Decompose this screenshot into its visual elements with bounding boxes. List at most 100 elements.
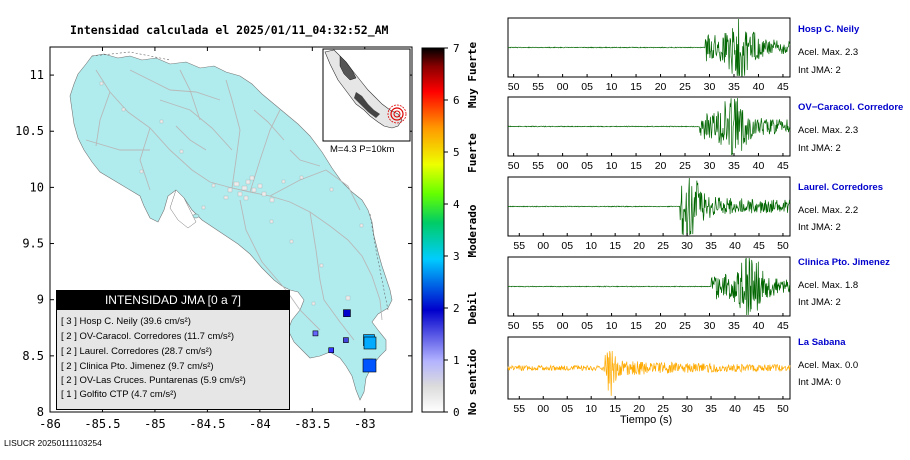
colorbar-category-label: Debil (466, 291, 479, 324)
time-tick-label: 00 (557, 160, 569, 172)
lat-tick-label: 8.5 (22, 349, 44, 363)
colorbar-tick-label: 3 (453, 250, 460, 263)
time-tick-label: 30 (704, 81, 716, 93)
lon-tick-label: -85 (144, 417, 166, 431)
time-tick-label: 30 (681, 403, 693, 415)
lat-tick-label: 10 (30, 180, 44, 194)
time-tick-label: 35 (728, 320, 740, 332)
colorbar-tick-label: 4 (453, 198, 460, 211)
time-tick-label: 20 (655, 160, 667, 172)
time-tick-label: 30 (704, 320, 716, 332)
lat-tick-label: 10.5 (15, 124, 44, 138)
inset-magnitude-label: M=4.3 P=10km (330, 144, 395, 155)
colorbar-tick-label: 6 (453, 94, 460, 107)
time-tick-label: 25 (679, 320, 691, 332)
station-marker (312, 330, 319, 337)
waveform-trace (507, 350, 791, 396)
road-network (85, 69, 383, 341)
station-name: Hosp C. Neily (798, 24, 860, 35)
costa-rica-land (69, 53, 393, 401)
time-tick-label: 55 (532, 81, 544, 93)
station-markers (312, 309, 377, 373)
time-tick-label: 35 (705, 240, 717, 252)
footer-id: LISUCR 20250111103254 (4, 438, 102, 448)
time-tick-label: 50 (777, 403, 789, 415)
legend-row: [ 3 ] Hosp C. Neily (39.6 cm/s²) (61, 316, 191, 327)
time-tick-label: 30 (681, 240, 693, 252)
colorbar-tick-label: 5 (453, 146, 460, 159)
station-marker (363, 336, 377, 350)
station-marker (343, 337, 349, 343)
legend-row: [ 2 ] OV-Caracol. Corredores (11.7 cm/s²… (61, 331, 234, 342)
lat-tick-label: 9.5 (22, 237, 44, 251)
station-jma: Int JMA: 2 (798, 65, 841, 76)
time-tick-label: 15 (630, 81, 642, 93)
colorbar-tick-label: 1 (453, 354, 460, 367)
time-tick-label: 30 (704, 160, 716, 172)
time-tick-label: 20 (633, 240, 645, 252)
station-accel: Acel. Max. 2.3 (798, 125, 859, 136)
colorbar-tick-label: 7 (453, 42, 460, 55)
time-tick-label: 00 (537, 403, 549, 415)
time-tick-label: 35 (728, 81, 740, 93)
waveform-trace (507, 18, 791, 77)
time-tick-label: 45 (753, 240, 765, 252)
time-tick-label: 50 (777, 240, 789, 252)
colorbar-tick-label: 2 (453, 302, 460, 315)
colorbar-category-label: Fuerte (466, 133, 479, 173)
station-accel: Acel. Max. 2.3 (798, 47, 859, 58)
time-tick-label: 35 (728, 160, 740, 172)
time-tick-label: 25 (679, 160, 691, 172)
colorbar-tick-label: 0 (453, 406, 460, 419)
map-title: Intensidad calculada el 2025/01/11_04:32… (70, 23, 389, 37)
time-tick-label: 55 (513, 403, 525, 415)
time-tick-label: 15 (609, 403, 621, 415)
time-tick-label: 50 (508, 320, 520, 332)
inset-map (322, 48, 411, 142)
time-tick-label: 05 (581, 320, 593, 332)
time-tick-label: 05 (561, 240, 573, 252)
time-tick-label: 05 (581, 160, 593, 172)
lon-tick-label: -86 (39, 417, 61, 431)
time-tick-label: 10 (606, 160, 618, 172)
legend-header: INTENSIDAD JMA [0 a 7] (57, 291, 289, 310)
time-tick-label: 50 (508, 160, 520, 172)
time-tick-label: 25 (679, 81, 691, 93)
time-tick-label: 00 (537, 240, 549, 252)
time-tick-label: 10 (585, 240, 597, 252)
time-tick-label: 55 (532, 320, 544, 332)
time-tick-label: 00 (557, 320, 569, 332)
time-tick-label: 15 (630, 320, 642, 332)
legend-row: [ 2 ] OV-Las Cruces. Puntarenas (5.9 cm/… (61, 375, 246, 386)
time-tick-label: 45 (777, 160, 789, 172)
station-name: Clinica Pto. Jimenez (798, 257, 890, 268)
time-tick-label: 50 (508, 81, 520, 93)
time-tick-label: 35 (705, 403, 717, 415)
station-name: Laurel. Corredores (798, 182, 883, 193)
lat-tick-label: 8 (37, 405, 44, 419)
lon-tick-label: -83 (354, 417, 376, 431)
time-tick-label: 20 (655, 81, 667, 93)
station-jma: Int JMA: 0 (798, 377, 841, 388)
time-tick-label: 25 (657, 403, 669, 415)
time-tick-label: 15 (609, 240, 621, 252)
station-accel: Acel. Max. 2.2 (798, 205, 859, 216)
time-tick-label: 25 (657, 240, 669, 252)
legend-row: [ 2 ] Laurel. Corredores (28.7 cm/s²) (61, 346, 212, 357)
time-tick-label: 05 (581, 81, 593, 93)
intensity-legend: INTENSIDAD JMA [0 a 7] [ 3 ] Hosp C. Nei… (56, 290, 290, 410)
lon-tick-label: -85.5 (84, 417, 120, 431)
station-accel: Acel. Max. 1.8 (798, 280, 859, 291)
station-name: La Sabana (798, 337, 846, 348)
lon-tick-label: -83.5 (294, 417, 330, 431)
time-tick-label: 40 (729, 403, 741, 415)
time-tick-label: 55 (532, 160, 544, 172)
colorbar-ticks: 0 1 2 3 4 5 6 7 No sentido Debil Moderado Fuerte Muy… (444, 42, 479, 419)
waveform-trace (507, 257, 791, 316)
station-name: OV−Caracol. Corredore (798, 102, 904, 113)
legend-row: [ 2 ] Clinica Pto. Jimenez (9.7 cm/s²) (61, 361, 214, 372)
colorbar-category-label: No sentido (466, 349, 479, 416)
waveform-trace (507, 177, 791, 237)
